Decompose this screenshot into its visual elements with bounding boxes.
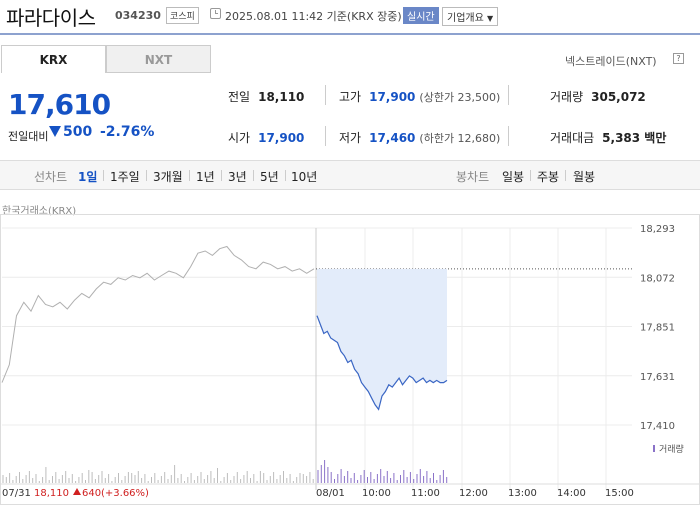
candle-chart-label: 봉차트 [456,170,490,184]
timestamp: 2025.08.01 11:42 기준(KRX 장중) [225,10,402,23]
price-diff: 500 [63,124,93,140]
x-tick-label: 08/01 [316,488,345,499]
stock-header: 파라다이스 034230 코스피 2025.08.01 11:42 기준(KRX… [0,0,700,32]
current-price: 17,610 [8,88,111,121]
chevron-down-icon: ▼ [487,14,494,23]
y-tick-label: 18,293 [640,224,675,235]
stat-open: 시가 17,900 [228,129,304,146]
price-chart[interactable]: 18,293 18,072 17,851 17,631 17,410 08/01 10:00… [0,214,700,505]
diff-label: 전일대비 [8,130,49,143]
stat-low: 저가 17,460 (하한가 12,680) [339,129,500,146]
divider [508,126,509,146]
price-diff-pct: -2.76% [100,124,155,140]
series-prev-day [1,245,315,383]
stat-open-value: 17,900 [258,131,305,145]
stat-volume-label: 거래량 [550,90,584,104]
divider [103,170,104,181]
nextrade-link[interactable]: 넥스트레이드(NXT) [565,55,657,68]
x-tick-label: 15:00 [605,488,634,499]
stat-high-label: 고가 [339,90,362,104]
range-1y[interactable]: 1년 [196,170,215,184]
stat-volume-value: 305,072 [591,90,646,104]
series-today-line [316,315,448,411]
stat-high: 고가 17,900 (상한가 23,500) [339,88,500,105]
y-tick-label: 18,072 [640,273,675,284]
range-10y[interactable]: 10년 [291,170,318,184]
stat-amount: 거래대금 5,383 백만 [550,129,666,146]
market-badge: 코스피 [166,7,199,24]
range-3y[interactable]: 3년 [228,170,247,184]
series-today-area [317,268,447,410]
divider [565,170,566,181]
range-daily[interactable]: 일봉 [502,170,525,184]
prev-day-date: 07/31 [2,488,31,499]
x-tick-label: 11:00 [411,488,440,499]
x-tick-label: 12:00 [459,488,488,499]
range-1d[interactable]: 1일 [78,170,98,184]
exchange-label: 한국거래소(KRX) [2,206,77,217]
stat-prev-value: 18,110 [258,90,305,104]
prev-day-change-pct: (+3.66%) [101,488,149,499]
stat-volume: 거래량 305,072 [550,88,646,105]
stock-name: 파라다이스 [6,6,96,30]
range-3m[interactable]: 3개월 [153,170,183,184]
divider [189,170,190,181]
divider [221,170,222,181]
stock-code: 034230 [115,9,161,22]
prev-day-change: 640 [82,488,101,499]
stat-low-value: 17,460 [369,131,416,145]
stat-amount-value: 5,383 백만 [602,131,667,145]
range-1w[interactable]: 1주일 [110,170,140,184]
divider [508,85,509,105]
company-overview-label: 기업개요 [447,13,484,24]
stat-prev-label: 전일 [228,90,251,104]
range-weekly[interactable]: 주봉 [537,170,560,184]
stat-amount-label: 거래대금 [550,131,595,145]
stat-prev: 전일 18,110 [228,88,304,105]
upper-limit: (상한가 23,500) [419,91,501,104]
stat-open-label: 시가 [228,131,251,145]
divider [285,170,286,181]
volume-legend-swatch [653,445,655,452]
tab-nxt[interactable]: NXT [106,45,211,73]
divider [253,170,254,181]
x-tick-label: 13:00 [508,488,537,499]
lower-limit: (하한가 12,680) [419,132,501,145]
range-monthly[interactable]: 월봉 [573,170,596,184]
divider [146,170,147,181]
stat-low-label: 저가 [339,131,362,145]
up-arrow-icon [73,488,81,495]
help-icon[interactable]: ? [673,53,684,64]
x-tick-label: 10:00 [362,488,391,499]
y-tick-label: 17,631 [640,372,675,383]
line-chart-label: 선차트 [34,170,68,184]
x-tick-label: 14:00 [557,488,586,499]
tab-krx[interactable]: KRX [1,45,106,73]
divider [325,126,326,146]
divider [530,170,531,181]
y-tick-label: 17,851 [640,323,675,334]
range-5y[interactable]: 5년 [260,170,279,184]
company-overview-dropdown[interactable]: 기업개요 ▼ [442,7,499,26]
y-tick-label: 17,410 [640,421,675,432]
header-divider [0,33,700,35]
divider [325,85,326,105]
volume-legend-label: 거래량 [659,443,684,455]
clock-icon [210,8,221,19]
chart-range-bar: 선차트 1일 1주일 3개월 1년 3년 5년 10년 봉차트 일봉 주봉 월봉 [0,160,700,190]
prev-day-close: 18,110 [34,488,69,499]
down-arrow-icon [49,126,61,137]
stat-high-value: 17,900 [369,90,416,104]
realtime-button[interactable]: 실시간 [403,7,439,24]
